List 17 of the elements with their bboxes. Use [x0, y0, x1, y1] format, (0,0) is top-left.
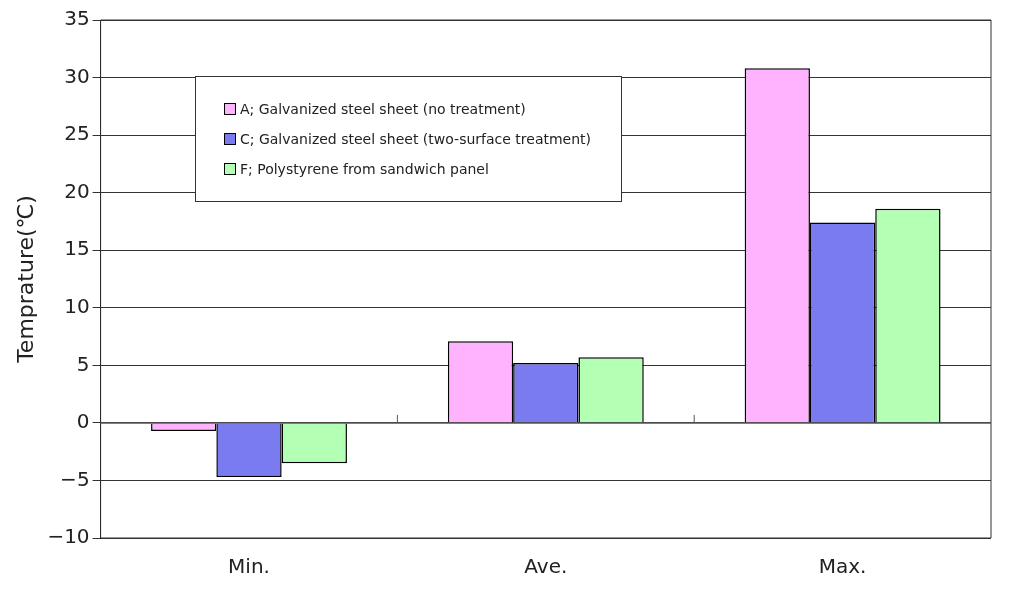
y-tick-label: 5 [76, 351, 90, 376]
y-tick-label: 15 [64, 236, 90, 261]
y-tick-label: 30 [64, 63, 90, 88]
x-tick-label: Max. [818, 554, 867, 579]
x-tick-label: Min. [228, 554, 270, 579]
x-tick-label: Ave. [524, 554, 568, 579]
y-tick-label: 25 [64, 121, 90, 146]
legend-label: F; Polystyrene from sandwich panel [240, 161, 489, 177]
y-tick-label: 20 [64, 178, 90, 203]
y-axis-title: Temprature(℃) [12, 195, 38, 364]
legend-label: C; Galvanized steel sheet (two-surface treatment) [240, 131, 592, 147]
y-tick-label: −10 [47, 524, 90, 549]
y-tick-label: 35 [64, 6, 90, 31]
y-tick-label: −5 [60, 466, 90, 491]
legend-label: A; Galvanized steel sheet (no treatment) [240, 101, 526, 117]
y-tick-label: 10 [64, 293, 90, 318]
y-tick-label: 0 [76, 409, 90, 434]
